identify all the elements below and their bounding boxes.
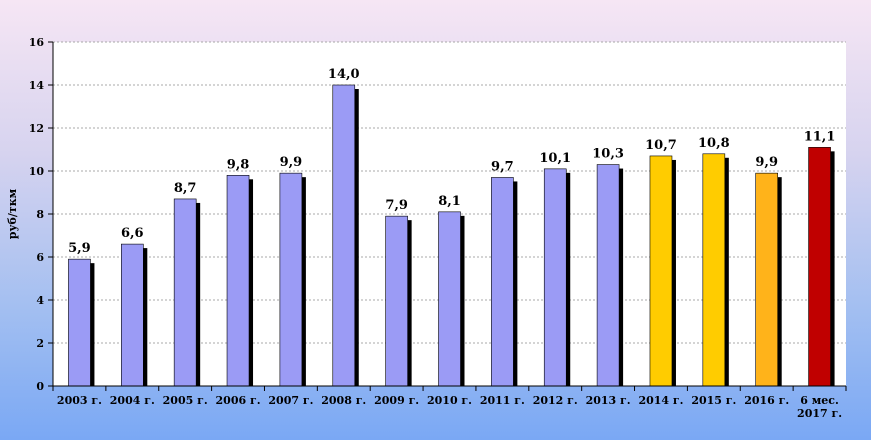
x-tick-label: 2010 г. <box>427 394 472 407</box>
y-tick-label: 4 <box>36 294 44 307</box>
bar <box>649 155 673 387</box>
bar <box>173 198 197 387</box>
bar <box>755 172 779 387</box>
y-tick-label: 0 <box>36 380 44 393</box>
data-label: 9,9 <box>280 155 303 170</box>
x-tick-label: 2013 г. <box>586 394 631 407</box>
data-label: 5,9 <box>68 241 91 256</box>
bar <box>385 215 408 387</box>
y-tick-label: 16 <box>29 36 45 49</box>
bar <box>121 243 144 387</box>
data-label: 14,0 <box>328 67 360 82</box>
bar <box>702 153 726 387</box>
data-label: 10,8 <box>698 136 730 151</box>
bar <box>491 177 514 387</box>
data-label: 9,7 <box>491 159 514 174</box>
y-axis-title: руб/ткм <box>6 188 19 239</box>
x-tick-label: 2009 г. <box>374 394 419 407</box>
x-tick-label: 6 мес. 2017 г. <box>797 394 842 420</box>
data-label: 10,7 <box>645 138 677 153</box>
bar <box>68 258 91 387</box>
bar <box>596 164 620 387</box>
data-label: 9,9 <box>755 155 778 170</box>
x-tick-label: 2012 г. <box>533 394 578 407</box>
x-tick-label: 2008 г. <box>321 394 366 407</box>
x-tick-label: 2003 г. <box>57 394 102 407</box>
data-label: 11,1 <box>804 129 836 144</box>
y-tick-label: 8 <box>36 208 44 221</box>
y-tick-label: 12 <box>29 122 44 135</box>
data-label: 10,3 <box>592 147 624 162</box>
x-tick-label: 2006 г. <box>216 394 261 407</box>
y-tick-label: 2 <box>36 337 44 350</box>
bar <box>226 175 250 387</box>
bar <box>279 172 303 387</box>
bar <box>543 168 567 387</box>
data-label: 8,7 <box>174 181 197 196</box>
bar <box>332 84 356 387</box>
data-label: 9,8 <box>227 157 250 172</box>
labels: 0 2 4 6 8 10 12 14 16 5,9 2003 г. 6,6 2004 г. 8,7 2005… <box>29 36 842 420</box>
x-tick-label: 2015 г. <box>691 394 736 407</box>
x-tick-label: 2016 г. <box>744 394 789 407</box>
x-tick-label: 2007 г. <box>268 394 313 407</box>
bars <box>68 84 831 387</box>
y-tick-label: 14 <box>29 79 45 92</box>
y-tick-label: 10 <box>29 165 45 178</box>
x-tick-label: 2011 г. <box>480 394 525 407</box>
x-tick-label: 2014 г. <box>638 394 683 407</box>
axes <box>48 41 847 391</box>
data-label: 10,1 <box>539 151 571 166</box>
y-tick-label: 6 <box>36 251 44 264</box>
bar <box>808 147 831 387</box>
bar <box>438 211 461 387</box>
data-label: 6,6 <box>121 226 144 241</box>
data-label: 7,9 <box>385 198 408 213</box>
x-tick-label: 2005 г. <box>163 394 208 407</box>
data-label: 8,1 <box>438 194 461 209</box>
x-tick-label: 2004 г. <box>110 394 155 407</box>
